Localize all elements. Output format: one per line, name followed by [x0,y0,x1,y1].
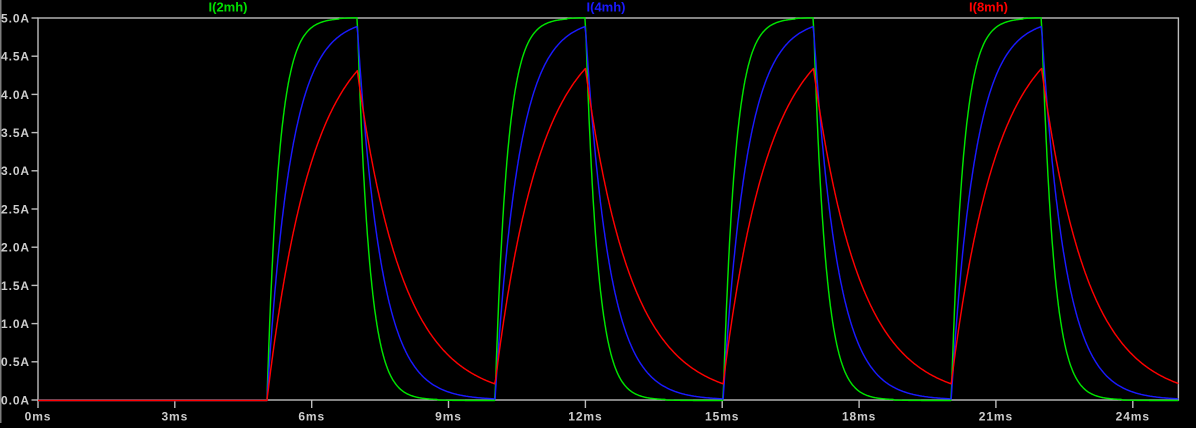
svg-text:0ms: 0ms [25,410,52,424]
svg-text:4.5A: 4.5A [1,50,30,64]
svg-text:0.5A: 0.5A [1,355,30,369]
svg-text:3ms: 3ms [161,410,188,424]
svg-text:18ms: 18ms [842,410,876,424]
svg-text:I(4mh): I(4mh) [587,0,626,15]
svg-text:2.0A: 2.0A [1,241,30,255]
svg-text:I(8mh): I(8mh) [969,0,1008,15]
svg-text:0.0A: 0.0A [1,393,30,407]
svg-text:12ms: 12ms [568,410,602,424]
svg-text:1.5A: 1.5A [1,279,30,293]
svg-text:24ms: 24ms [1116,410,1150,424]
svg-text:15ms: 15ms [705,410,739,424]
svg-text:I(2mh): I(2mh) [209,0,248,15]
svg-text:1.0A: 1.0A [1,317,30,331]
svg-text:21ms: 21ms [979,410,1013,424]
svg-text:3.0A: 3.0A [1,164,30,178]
svg-text:5.0A: 5.0A [1,11,30,25]
svg-text:2.5A: 2.5A [1,202,30,216]
svg-text:6ms: 6ms [298,410,325,424]
svg-text:9ms: 9ms [435,410,462,424]
svg-text:3.5A: 3.5A [1,126,30,140]
svg-text:4.0A: 4.0A [1,88,30,102]
